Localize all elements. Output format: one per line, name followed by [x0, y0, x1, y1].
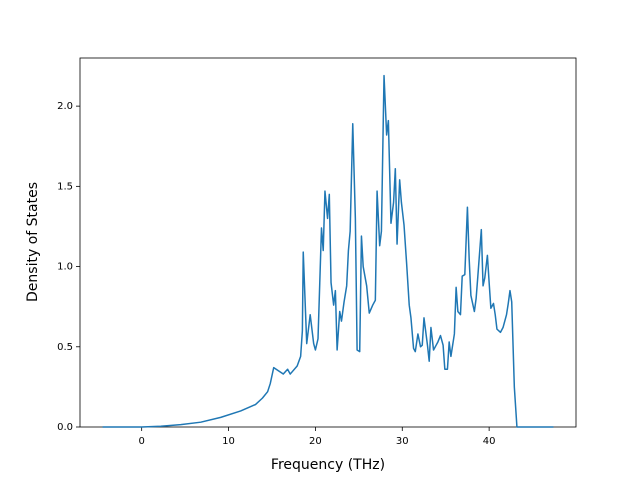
x-tick-label: 20 [309, 436, 322, 447]
y-tick-label: 1.5 [57, 181, 73, 192]
y-axis-label: Density of States [25, 182, 41, 302]
x-tick-label: 40 [483, 436, 496, 447]
y-tick-label: 0.0 [57, 422, 73, 433]
x-axis-label: Frequency (THz) [271, 457, 385, 473]
x-tick-label: 10 [222, 436, 235, 447]
axes-frame [79, 57, 577, 428]
x-tick-label: 30 [396, 436, 409, 447]
y-tick-label: 2.0 [57, 101, 73, 112]
y-tick-label: 1.0 [57, 262, 73, 273]
y-tick-label: 0.5 [57, 342, 73, 353]
line-series [102, 74, 554, 428]
x-tick-label: 0 [138, 436, 144, 447]
